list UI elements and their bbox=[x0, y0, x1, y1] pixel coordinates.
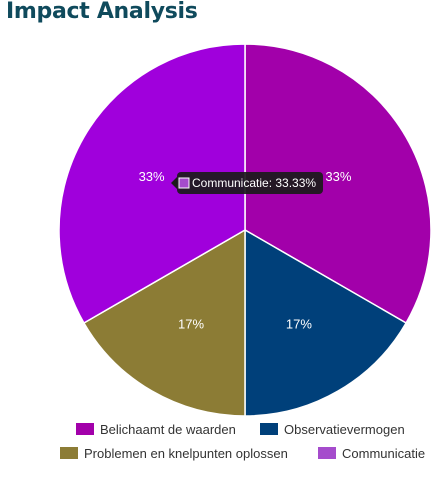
chart-title: Impact Analysis bbox=[6, 0, 198, 24]
legend-item-communicatie[interactable]: Communicatie bbox=[318, 446, 425, 461]
legend-item-observatievermogen[interactable]: Observatievermogen bbox=[260, 422, 405, 437]
tooltip-swatch bbox=[178, 177, 190, 189]
pie-slice-belichaamt-de-waarden[interactable] bbox=[244, 43, 432, 324]
legend-swatch bbox=[318, 447, 336, 459]
pie-slice-problemen-en-knelpunten-oplossen[interactable] bbox=[82, 228, 246, 417]
data-label-belichaamt-de-waarden: 33% bbox=[325, 169, 351, 184]
legend-item-problemen-en-knelpunten-oplossen[interactable]: Problemen en knelpunten oplossen bbox=[60, 446, 288, 461]
tooltip-box bbox=[177, 172, 323, 194]
tooltip: Communicatie: 33.33% bbox=[171, 172, 323, 194]
legend-swatch bbox=[260, 423, 278, 435]
legend-swatch bbox=[76, 423, 94, 435]
legend-swatch bbox=[60, 447, 78, 459]
data-label-problemen-en-knelpunten-oplossen: 17% bbox=[178, 316, 204, 331]
data-label-communicatie: 33% bbox=[139, 169, 165, 184]
legend-label: Belichaamt de waarden bbox=[100, 422, 236, 437]
legend-label: Problemen en knelpunten oplossen bbox=[84, 446, 288, 461]
pie-slice-communicatie[interactable] bbox=[58, 43, 246, 324]
legend-label: Communicatie bbox=[342, 446, 425, 461]
pie-slice-observatievermogen[interactable] bbox=[244, 228, 408, 417]
data-label-observatievermogen: 17% bbox=[286, 316, 312, 331]
legend-label: Observatievermogen bbox=[284, 422, 405, 437]
legend: Belichaamt de waarden Observatievermogen P… bbox=[60, 422, 425, 461]
legend-item-belichaamt-de-waarden[interactable]: Belichaamt de waarden bbox=[76, 422, 236, 437]
pie-slices bbox=[58, 43, 432, 417]
tooltip-text: Communicatie: 33.33% bbox=[192, 176, 316, 190]
tooltip-pointer bbox=[171, 177, 177, 189]
slice-labels: 33% 17% 17% 33% bbox=[139, 169, 352, 331]
